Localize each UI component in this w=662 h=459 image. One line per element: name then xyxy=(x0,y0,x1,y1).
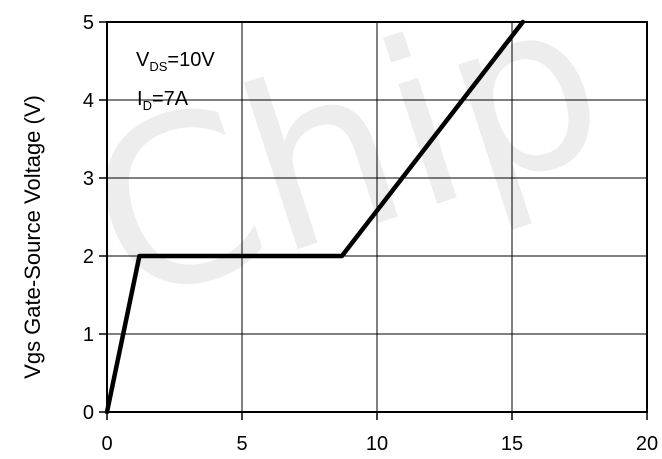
vds-subscript: DS xyxy=(149,59,167,74)
id-value: =7A xyxy=(152,88,189,110)
y-axis-label: Vgs Gate-Source Voltage (V) xyxy=(20,95,45,379)
y-axis-ticks: 0 1 2 3 4 5 xyxy=(83,12,107,424)
id-main: I xyxy=(137,88,143,110)
x-tick-label-15: 15 xyxy=(501,433,523,455)
x-tick-label-20: 20 xyxy=(636,433,658,455)
vds-main: V xyxy=(136,49,150,71)
y-tick-label-4: 4 xyxy=(83,90,94,112)
x-tick-label-10: 10 xyxy=(366,433,388,455)
id-annotation: ID=7A xyxy=(137,88,189,113)
y-tick-label-3: 3 xyxy=(83,168,94,190)
y-tick-label-2: 2 xyxy=(83,246,94,268)
vds-value: =10V xyxy=(167,49,215,71)
y-tick-label-5: 5 xyxy=(83,12,94,34)
y-tick-label-1: 1 xyxy=(83,324,94,346)
x-tick-label-0: 0 xyxy=(101,433,112,455)
grid-lines xyxy=(107,22,647,412)
x-tick-label-5: 5 xyxy=(236,433,247,455)
y-tick-label-0: 0 xyxy=(83,402,94,424)
id-subscript: D xyxy=(143,98,152,113)
vgs-series-line xyxy=(104,19,526,415)
x-axis-ticks: 0 5 10 15 20 xyxy=(101,412,658,455)
vds-annotation: VDS=10V xyxy=(136,49,215,74)
